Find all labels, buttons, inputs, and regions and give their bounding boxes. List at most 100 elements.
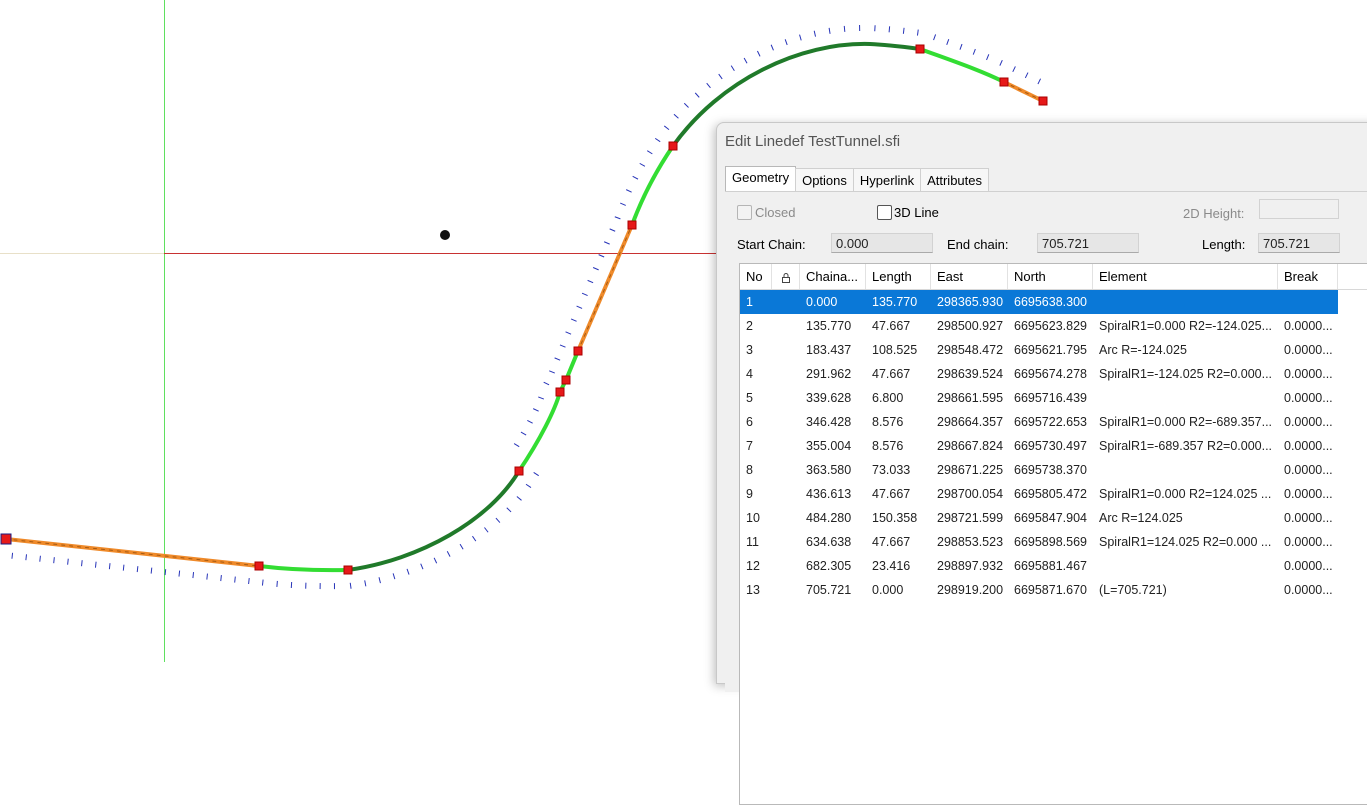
cell-east: 298919.200 [931, 578, 1008, 602]
straight-segment[interactable] [1004, 82, 1043, 101]
end-chain-field[interactable]: 705.721 [1037, 233, 1139, 253]
chainage-tick [577, 306, 583, 308]
cell-break: 0.0000... [1278, 458, 1338, 482]
height2d-field[interactable] [1259, 199, 1339, 219]
start-chain-field[interactable]: 0.000 [831, 233, 933, 253]
cell-east: 298639.524 [931, 362, 1008, 386]
chainage-tick [472, 536, 475, 541]
cell-length: 0.000 [866, 578, 931, 602]
dialog-title: Edit Linedef TestTunnel.sfi [725, 133, 900, 150]
length-field[interactable]: 705.721 [1258, 233, 1340, 253]
chainage-tick [615, 217, 621, 219]
col-header-chainage[interactable]: Chaina... [800, 264, 866, 289]
vertex-marker[interactable] [1039, 97, 1047, 105]
cell-chainage: 484.280 [800, 506, 866, 530]
vertex-marker[interactable] [344, 566, 352, 574]
col-header-break[interactable]: Break [1278, 264, 1338, 289]
col-header-east[interactable]: East [931, 264, 1008, 289]
cell-chainage: 682.305 [800, 554, 866, 578]
cell-north: 6695805.472 [1008, 482, 1093, 506]
vertex-marker[interactable] [574, 347, 582, 355]
vertex-marker[interactable] [669, 142, 677, 150]
cell-north: 6695881.467 [1008, 554, 1093, 578]
chainage-tick [640, 163, 645, 166]
spiral-segment[interactable] [920, 49, 1004, 82]
cell-lock [772, 578, 800, 602]
vertex-marker[interactable] [1000, 78, 1008, 86]
vertex-marker[interactable] [628, 221, 636, 229]
lock-icon[interactable] [772, 264, 800, 289]
origin-point[interactable] [440, 230, 450, 240]
chainage-tick [82, 560, 83, 566]
spiral-segment[interactable] [259, 566, 348, 570]
vertex-marker[interactable] [1, 534, 11, 544]
chainage-tick [533, 409, 538, 412]
cell-length: 6.800 [866, 386, 931, 410]
chainage-tick [221, 575, 222, 581]
arc-segment[interactable] [348, 471, 519, 570]
vertex-marker[interactable] [916, 45, 924, 53]
col-header-no[interactable]: No [740, 264, 772, 289]
chainage-tick [262, 580, 263, 586]
chainage-tick [610, 229, 616, 231]
col-header-length[interactable]: Length [866, 264, 931, 289]
chainage-tick [844, 26, 845, 32]
tab-attributes[interactable]: Attributes [920, 168, 989, 192]
vertex-marker[interactable] [556, 388, 564, 396]
tab-geometry[interactable]: Geometry [725, 166, 796, 192]
cell-element: SpiralR1=-689.357 R2=0.000... [1093, 434, 1278, 458]
cell-east: 298548.472 [931, 338, 1008, 362]
cell-break: 0.0000... [1278, 386, 1338, 410]
vertex-marker[interactable] [562, 376, 570, 384]
cell-lock [772, 482, 800, 506]
cell-chainage: 183.437 [800, 338, 866, 362]
chainage-tick [109, 563, 110, 569]
cell-no: 10 [740, 506, 772, 530]
cell-lock [772, 338, 800, 362]
vertex-marker[interactable] [255, 562, 263, 570]
closed-checkbox[interactable] [737, 205, 752, 220]
cell-no: 9 [740, 482, 772, 506]
chainage-tick [707, 83, 711, 88]
edit-linedef-dialog: Edit Linedef TestTunnel.sfi Geometry Opt… [716, 122, 1367, 684]
col-header-element[interactable]: Element [1093, 264, 1278, 289]
chainage-tick [193, 572, 194, 578]
vertex-marker[interactable] [515, 467, 523, 475]
cell-break: 0.0000... [1278, 554, 1338, 578]
line3d-checkbox[interactable] [877, 205, 892, 220]
straight-segment[interactable] [578, 225, 632, 351]
cell-length: 8.576 [866, 410, 931, 434]
chainage-tick [731, 66, 734, 71]
vertex-table[interactable]: No Chaina... Length East North Element B… [739, 263, 1367, 805]
cell-chainage: 0.000 [800, 290, 866, 314]
cell-element: SpiralR1=0.000 R2=-124.025... [1093, 314, 1278, 338]
length-label: Length: [1202, 237, 1245, 252]
cell-length: 135.770 [866, 290, 931, 314]
chainage-tick [68, 559, 69, 565]
spiral-segment[interactable] [632, 146, 673, 225]
cell-east: 298500.927 [931, 314, 1008, 338]
tab-hyperlink[interactable]: Hyperlink [853, 168, 921, 192]
col-header-north[interactable]: North [1008, 264, 1093, 289]
cell-north: 6695716.439 [1008, 386, 1093, 410]
cell-no: 12 [740, 554, 772, 578]
chainage-tick [379, 577, 380, 583]
spiral-segment[interactable] [519, 392, 560, 471]
cell-break: 0.0000... [1278, 530, 1338, 554]
chainage-tick [674, 114, 678, 118]
chainage-tick [538, 397, 544, 399]
tab-options[interactable]: Options [795, 168, 854, 192]
